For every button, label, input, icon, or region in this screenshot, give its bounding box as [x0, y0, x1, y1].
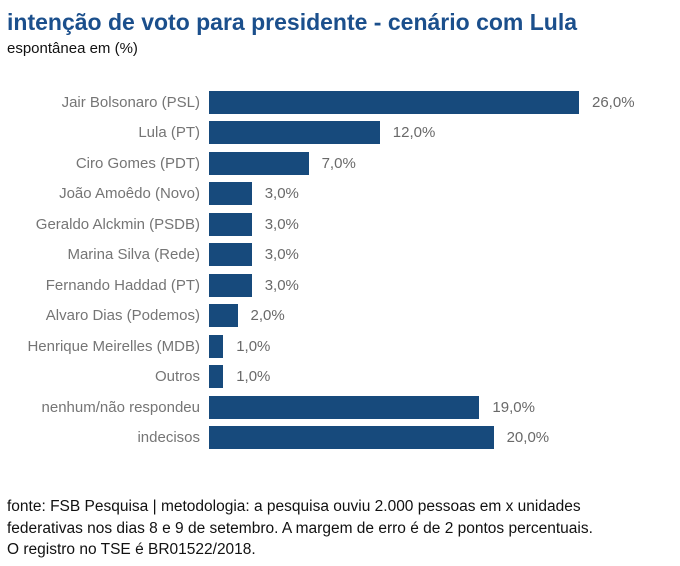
bar-track: 3,0%	[209, 243, 672, 267]
bar-track: 3,0%	[209, 182, 672, 206]
page-title: intenção de voto para presidente - cenár…	[7, 9, 578, 35]
bar	[209, 304, 238, 328]
bar-track: 1,0%	[209, 365, 672, 389]
bar	[209, 121, 380, 145]
category-label: João Amoêdo (Novo)	[59, 185, 200, 203]
category-label: Outros	[154, 368, 200, 386]
bar-track: 2,0%	[209, 304, 672, 328]
bar	[209, 426, 494, 450]
bar	[209, 365, 224, 389]
category-label: Marina Silva (Rede)	[67, 246, 200, 264]
bar	[209, 182, 252, 206]
bar-row: Marina Silva (Rede) 3,0%	[7, 240, 672, 271]
value-label: 12,0%	[392, 124, 436, 142]
bar	[209, 243, 252, 267]
bar	[209, 395, 480, 419]
bar-row: Jair Bolsonaro (PSL) 26,0%	[7, 87, 672, 118]
value-label: 1,0%	[236, 368, 271, 386]
bar-row: Fernando Haddad (PT) 3,0%	[7, 270, 672, 301]
value-label: 2,0%	[250, 307, 285, 325]
category-label: indecisos	[137, 429, 200, 447]
bar-track: 3,0%	[209, 273, 672, 297]
bar-row: Lula (PT) 12,0%	[7, 118, 672, 149]
bar-row: Geraldo Alckmin (PSDB) 3,0%	[7, 209, 672, 240]
bar	[209, 273, 252, 297]
bar-row: Outros 1,0%	[7, 362, 672, 393]
category-label: nenhum/não respondeu	[41, 398, 200, 416]
bar-row: indecisos 20,0%	[7, 423, 672, 454]
category-label: Fernando Haddad (PT)	[45, 276, 200, 294]
value-label: 1,0%	[236, 337, 271, 355]
bar-track: 3,0%	[209, 212, 672, 236]
bar-track: 19,0%	[209, 395, 672, 419]
bar-track: 26,0%	[209, 90, 672, 114]
value-label: 26,0%	[592, 93, 635, 111]
bar-row: nenhum/não respondeu 19,0%	[7, 392, 672, 423]
value-label: 3,0%	[264, 276, 299, 294]
source-note: fonte: FSB Pesquisa | metodologia: a pes…	[7, 496, 672, 561]
chart-subtitle: espontânea em (%)	[7, 40, 138, 57]
bar-track: 20,0%	[209, 426, 672, 450]
bar-row: Alvaro Dias (Podemos) 2,0%	[7, 301, 672, 332]
bar-track: 7,0%	[209, 151, 672, 175]
bar	[209, 212, 252, 236]
bar	[209, 334, 224, 358]
value-label: 20,0%	[506, 429, 550, 447]
bar-chart: Jair Bolsonaro (PSL) 26,0% Lula (PT) 12,…	[7, 87, 672, 453]
value-label: 19,0%	[492, 398, 535, 416]
value-label: 3,0%	[264, 185, 299, 203]
source-note-line: O registro no TSE é BR01522/2018.	[7, 541, 256, 558]
category-label: Jair Bolsonaro (PSL)	[61, 93, 200, 111]
bar	[209, 151, 309, 175]
bar-row: Henrique Meirelles (MDB) 1,0%	[7, 331, 672, 362]
bar-row: João Amoêdo (Novo) 3,0%	[7, 179, 672, 210]
category-label: Geraldo Alckmin (PSDB)	[35, 215, 200, 233]
value-label: 7,0%	[321, 154, 356, 172]
bar-track: 12,0%	[209, 121, 672, 145]
source-note-line: federativas nos dias 8 e 9 de setembro. …	[7, 519, 593, 537]
bar	[209, 90, 579, 114]
bar-row: Ciro Gomes (PDT) 7,0%	[7, 148, 672, 179]
category-label: Alvaro Dias (Podemos)	[45, 307, 200, 325]
value-label: 3,0%	[264, 246, 299, 264]
bar-track: 1,0%	[209, 334, 672, 358]
source-note-line: fonte: FSB Pesquisa | metodologia: a pes…	[7, 498, 581, 515]
category-label: Lula (PT)	[138, 124, 200, 142]
value-label: 3,0%	[264, 215, 299, 233]
category-label: Ciro Gomes (PDT)	[75, 154, 200, 172]
category-label: Henrique Meirelles (MDB)	[27, 337, 200, 355]
